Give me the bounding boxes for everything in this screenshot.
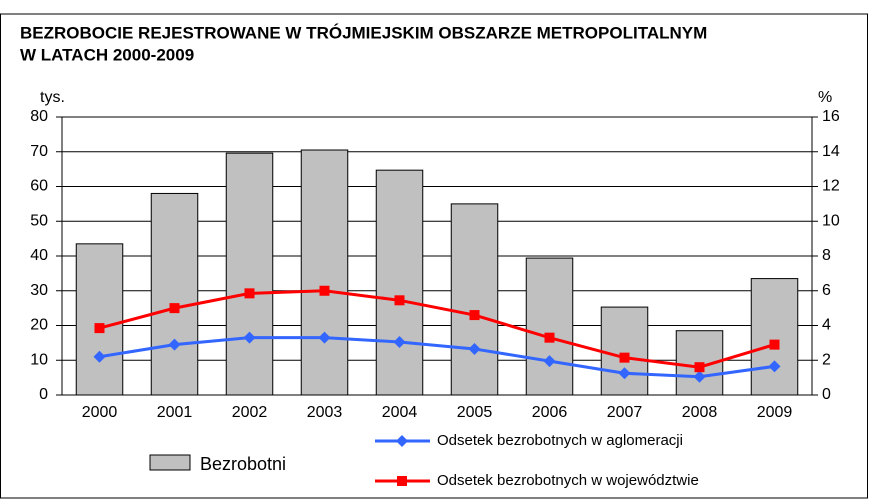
marker	[469, 310, 480, 321]
legend-label: Odsetek bezrobotnych w aglomeracji	[437, 432, 683, 449]
y-tick-label: 70	[30, 143, 48, 160]
chart-title: W LATACH 2000-2009	[20, 45, 194, 64]
chart-title: BEZROBOCIE REJESTROWANE W TRÓJMIEJSKIM O…	[20, 23, 707, 42]
marker	[619, 352, 630, 363]
y2-tick-label: 12	[822, 178, 840, 195]
y2-tick-label: 0	[822, 386, 831, 403]
marker	[618, 367, 631, 380]
legend-swatch	[149, 454, 191, 471]
marker	[543, 355, 556, 368]
bar	[525, 257, 574, 396]
y2-tick-label: 4	[822, 317, 831, 334]
marker	[393, 336, 406, 349]
y-tick-label: 50	[30, 212, 48, 229]
marker	[769, 339, 780, 350]
marker	[544, 332, 555, 343]
bar	[450, 203, 499, 396]
x-tick-label: 2009	[757, 404, 793, 421]
x-tick-label: 2007	[607, 404, 643, 421]
y-axis-label: tys.	[40, 89, 65, 106]
marker	[394, 295, 405, 306]
y-tick-label: 0	[39, 386, 48, 403]
y2-tick-label: 16	[822, 108, 840, 125]
marker	[693, 370, 706, 383]
x-tick-label: 2003	[307, 404, 343, 421]
y-tick-label: 60	[30, 178, 48, 195]
marker	[319, 285, 330, 296]
x-tick-label: 2008	[682, 404, 718, 421]
x-tick-label: 2000	[82, 404, 118, 421]
legend-label: Bezrobotni	[200, 454, 286, 474]
marker	[768, 360, 781, 373]
bar	[600, 306, 649, 396]
marker	[93, 350, 106, 363]
marker	[243, 331, 256, 344]
line	[99, 289, 775, 369]
bar	[75, 243, 124, 396]
marker	[468, 342, 481, 355]
legend-marker	[397, 476, 407, 486]
frame	[0, 13, 868, 499]
y2-axis-label: %	[818, 89, 832, 106]
y2-tick-label: 8	[822, 247, 831, 264]
line	[99, 336, 775, 379]
marker	[694, 362, 705, 373]
x-tick-label: 2004	[382, 404, 418, 421]
bar	[750, 278, 799, 396]
y-tick-label: 10	[30, 351, 48, 368]
x-tick-label: 2005	[457, 404, 493, 421]
y-tick-label: 80	[30, 108, 48, 125]
y2-tick-label: 10	[822, 212, 840, 229]
bar	[150, 192, 199, 396]
legend-label: Odsetek bezrobotnych w województwie	[437, 472, 699, 489]
bar	[225, 152, 274, 396]
bar	[300, 149, 349, 396]
x-tick-label: 2001	[157, 404, 193, 421]
legend-marker	[396, 435, 408, 447]
marker	[168, 338, 181, 351]
y2-tick-label: 2	[822, 351, 831, 368]
y-tick-label: 40	[30, 247, 48, 264]
marker	[169, 303, 180, 314]
marker	[318, 331, 331, 344]
y2-tick-label: 6	[822, 282, 831, 299]
y-tick-label: 20	[30, 317, 48, 334]
y2-tick-label: 14	[822, 143, 840, 160]
x-tick-label: 2006	[532, 404, 568, 421]
bar	[375, 169, 424, 396]
x-tick-label: 2002	[232, 404, 268, 421]
marker	[94, 323, 105, 334]
marker	[244, 288, 255, 299]
y-tick-label: 30	[30, 282, 48, 299]
